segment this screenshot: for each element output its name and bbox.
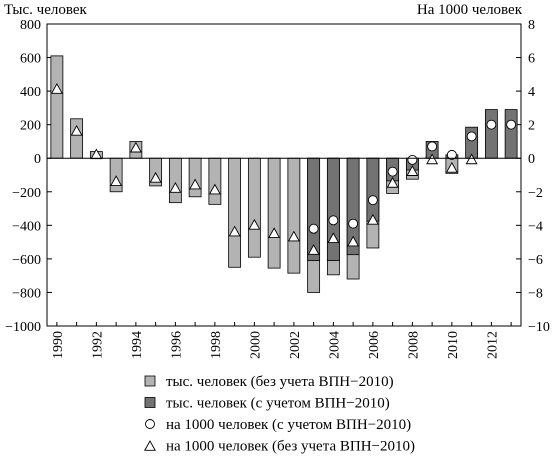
circle-marker xyxy=(427,141,438,152)
legend-marker-circle xyxy=(145,419,155,429)
y-left-tick-label: 400 xyxy=(20,85,41,100)
y-right-tick-label: 2 xyxy=(528,119,535,134)
circle-marker xyxy=(486,119,497,130)
x-tick-label: 2008 xyxy=(406,331,421,359)
x-tick-label: 2012 xyxy=(485,331,500,359)
y-left-tick-label: −400 xyxy=(12,219,41,234)
right-axis-title: На 1000 человек xyxy=(417,2,523,18)
x-tick-label: 2004 xyxy=(327,331,342,359)
axis-ticks-group: 8006004002000−200−400−600−800−100086420−… xyxy=(5,18,550,359)
y-right-tick-label: 0 xyxy=(528,152,535,167)
y-left-tick-label: −800 xyxy=(12,286,41,301)
x-tick-label: 2002 xyxy=(288,331,303,359)
y-left-tick-label: −200 xyxy=(12,186,41,201)
triangle-marker xyxy=(50,83,63,94)
circle-marker xyxy=(328,215,339,226)
triangle-marker xyxy=(347,235,360,247)
triangle-marker xyxy=(426,153,439,165)
y-left-tick-label: 200 xyxy=(20,119,41,134)
y-right-tick-label: 6 xyxy=(528,52,535,67)
bar-without-vpn xyxy=(287,157,301,274)
y-right-tick-label: 4 xyxy=(528,85,535,100)
legend-marker-triangle xyxy=(144,440,156,451)
triangle-marker xyxy=(228,225,241,237)
bar-with-vpn xyxy=(484,109,498,159)
legend-label: на 1000 человек (без учета ВПН−2010) xyxy=(166,439,415,455)
triangle-marker xyxy=(70,124,83,136)
circle-marker xyxy=(367,195,378,206)
x-tick-label: 1998 xyxy=(209,331,224,359)
triangle-marker xyxy=(129,141,142,153)
bar-without-vpn xyxy=(188,157,202,198)
legend: тыс. человек (без учета ВПН−2010) тыс. че… xyxy=(144,374,415,455)
bar-without-vpn xyxy=(109,157,123,193)
triangle-marker xyxy=(110,175,123,187)
circle-marker xyxy=(308,223,319,234)
legend-marker-square-light xyxy=(144,375,156,387)
bar-without-vpn xyxy=(70,118,84,159)
x-tick-label: 1992 xyxy=(90,331,105,359)
y-left-tick-label: 600 xyxy=(20,52,41,67)
triangle-marker xyxy=(149,171,162,183)
y-left-tick-label: −600 xyxy=(12,253,41,268)
bar-without-vpn xyxy=(267,157,281,269)
y-left-tick-label: 800 xyxy=(20,18,41,33)
markers-group xyxy=(50,83,517,255)
triangle-marker xyxy=(366,213,379,225)
y-right-tick-label: −10 xyxy=(528,320,550,335)
legend-label: на 1000 человек (с учетом ВПН−2010) xyxy=(166,417,411,433)
x-tick-label: 1996 xyxy=(169,331,184,359)
bar-with-vpn xyxy=(326,157,340,261)
y-left-tick-label: 0 xyxy=(34,152,41,167)
bar-without-vpn xyxy=(228,157,242,268)
triangle-marker xyxy=(386,176,399,188)
bar-with-vpn xyxy=(366,157,380,222)
circle-marker xyxy=(506,119,517,130)
triangle-marker xyxy=(287,230,300,242)
bar-without-vpn xyxy=(208,157,222,205)
legend-label: тыс. человек (без учета ВПН−2010) xyxy=(166,374,394,390)
x-tick-label: 2010 xyxy=(446,331,461,359)
triangle-marker xyxy=(189,178,202,190)
circle-marker xyxy=(348,218,359,229)
triangle-marker xyxy=(268,227,281,239)
circle-marker xyxy=(446,149,457,160)
bar-without-vpn xyxy=(50,55,64,159)
triangle-marker xyxy=(169,181,182,193)
x-tick-label: 1994 xyxy=(130,331,145,359)
x-tick-label: 2006 xyxy=(367,331,382,359)
y-left-tick-label: −1000 xyxy=(5,320,41,335)
circle-marker xyxy=(466,131,477,142)
bar-without-vpn xyxy=(247,157,261,258)
y-right-tick-label: 8 xyxy=(528,18,535,33)
circle-marker xyxy=(407,154,418,165)
legend-marker-square-dark xyxy=(144,397,156,408)
y-right-tick-label: −2 xyxy=(528,186,543,201)
circle-marker xyxy=(387,166,398,177)
bar-without-vpn xyxy=(168,157,182,204)
triangle-marker xyxy=(307,244,320,255)
triangle-marker xyxy=(248,218,261,230)
plot-area-frame xyxy=(46,23,522,327)
left-axis-title: Тыс. человек xyxy=(4,2,87,18)
bars-group xyxy=(50,55,518,293)
triangle-marker xyxy=(445,161,458,173)
x-tick-label: 1990 xyxy=(51,331,66,359)
triangle-marker xyxy=(465,153,478,165)
legend-label: тыс. человек (с учетом ВПН−2010) xyxy=(166,396,390,412)
bar-with-vpn xyxy=(504,109,518,159)
triangle-marker xyxy=(327,232,340,244)
triangle-marker xyxy=(208,183,221,195)
triangle-marker xyxy=(406,165,419,176)
x-tick-label: 2000 xyxy=(248,331,263,359)
y-right-tick-label: −4 xyxy=(528,219,543,234)
y-right-tick-label: −6 xyxy=(528,253,543,268)
y-right-tick-label: −8 xyxy=(528,286,543,301)
